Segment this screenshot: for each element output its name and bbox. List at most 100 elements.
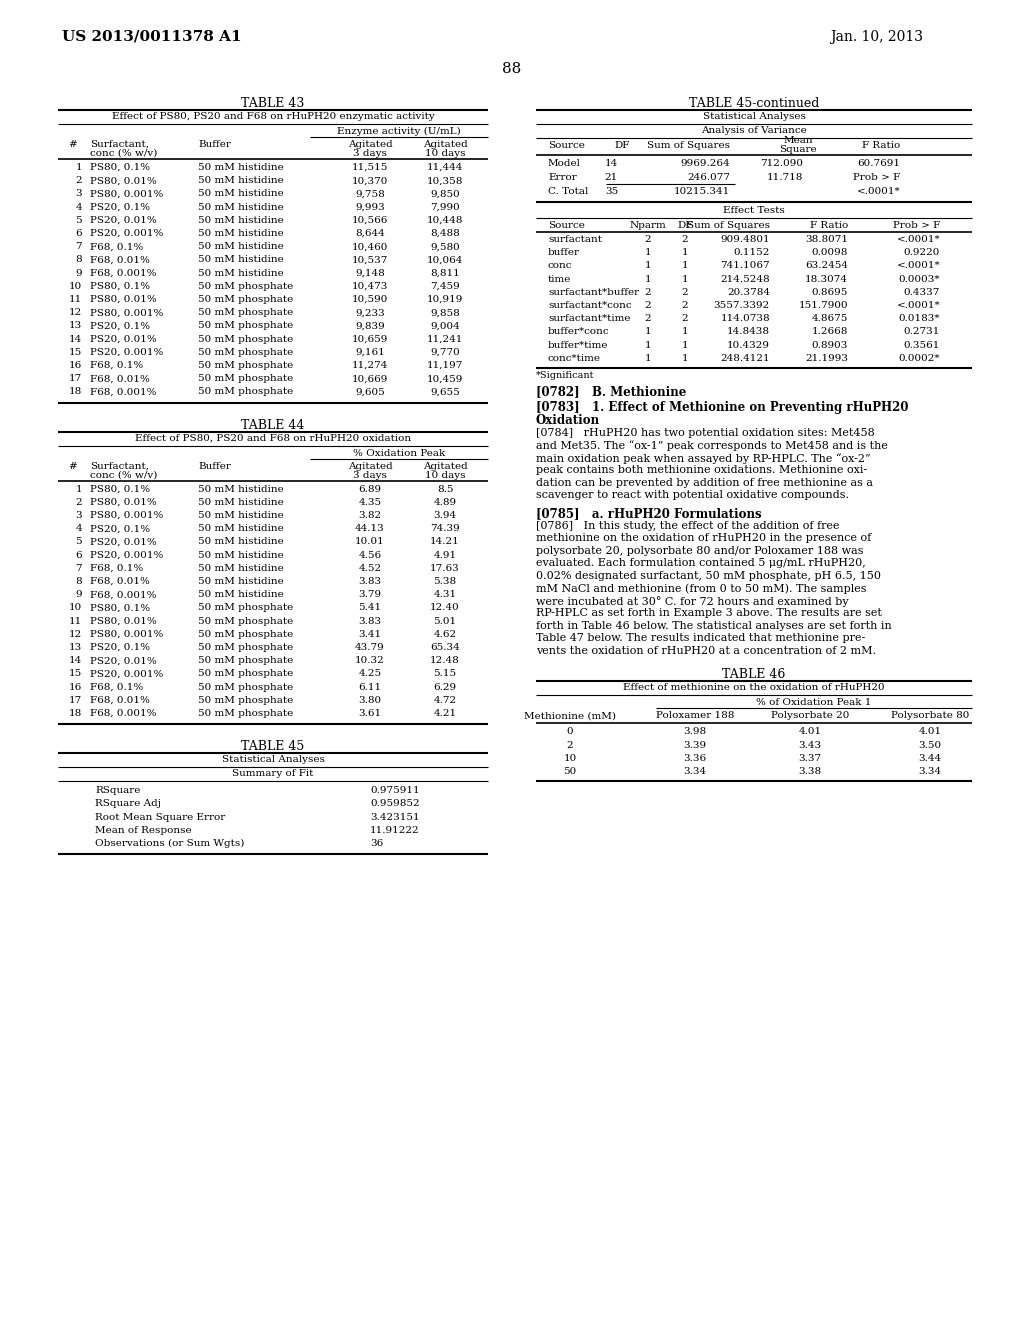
Text: 5.15: 5.15 (433, 669, 457, 678)
Text: 7,459: 7,459 (430, 281, 460, 290)
Text: 15: 15 (69, 347, 82, 356)
Text: 50 mM phosphate: 50 mM phosphate (198, 603, 293, 612)
Text: 50 mM histidine: 50 mM histidine (198, 524, 284, 533)
Text: 10,669: 10,669 (352, 374, 388, 383)
Text: <.0001*: <.0001* (896, 235, 940, 244)
Text: 3.61: 3.61 (358, 709, 382, 718)
Text: Agitated: Agitated (347, 140, 392, 149)
Text: Methionine (mM): Methionine (mM) (524, 711, 616, 721)
Text: 50 mM histidine: 50 mM histidine (198, 268, 284, 277)
Text: 2: 2 (76, 498, 82, 507)
Text: PS20, 0.1%: PS20, 0.1% (90, 524, 151, 533)
Text: 1: 1 (645, 275, 651, 284)
Text: 151.7900: 151.7900 (799, 301, 848, 310)
Text: 4.01: 4.01 (799, 727, 821, 737)
Text: conc (% w/v): conc (% w/v) (90, 471, 158, 479)
Text: Summary of Fit: Summary of Fit (232, 770, 313, 779)
Text: Poloxamer 188: Poloxamer 188 (655, 711, 734, 721)
Text: 248.4121: 248.4121 (720, 354, 770, 363)
Text: [0783]   1. Effect of Methionine on Preventing rHuPH20: [0783] 1. Effect of Methionine on Preven… (536, 401, 908, 414)
Text: Polysorbate 80: Polysorbate 80 (891, 711, 969, 721)
Text: 7: 7 (76, 564, 82, 573)
Text: 50 mM phosphate: 50 mM phosphate (198, 387, 293, 396)
Text: [0782]   B. Methionine: [0782] B. Methionine (536, 385, 686, 399)
Text: PS20, 0.1%: PS20, 0.1% (90, 321, 151, 330)
Text: PS80, 0.01%: PS80, 0.01% (90, 616, 157, 626)
Text: 4.72: 4.72 (433, 696, 457, 705)
Text: 1: 1 (682, 341, 688, 350)
Text: 9,858: 9,858 (430, 308, 460, 317)
Text: Mean of Response: Mean of Response (95, 826, 191, 834)
Text: PS80, 0.01%: PS80, 0.01% (90, 498, 157, 507)
Text: 4.21: 4.21 (433, 709, 457, 718)
Text: 8.5: 8.5 (437, 484, 454, 494)
Text: 3.41: 3.41 (358, 630, 382, 639)
Text: 50 mM phosphate: 50 mM phosphate (198, 334, 293, 343)
Text: 4.89: 4.89 (433, 498, 457, 507)
Text: Statistical Analyses: Statistical Analyses (221, 755, 325, 764)
Text: Jan. 10, 2013: Jan. 10, 2013 (830, 30, 923, 44)
Text: 60.7691: 60.7691 (857, 158, 900, 168)
Text: 11.718: 11.718 (767, 173, 803, 182)
Text: F Ratio: F Ratio (862, 141, 900, 150)
Text: 9,758: 9,758 (355, 189, 385, 198)
Text: 3.37: 3.37 (799, 754, 821, 763)
Text: 0.959852: 0.959852 (370, 800, 420, 808)
Text: 4.52: 4.52 (358, 564, 382, 573)
Text: 50 mM phosphate: 50 mM phosphate (198, 630, 293, 639)
Text: peak contains both methionine oxidations. Methionine oxi-: peak contains both methionine oxidations… (536, 466, 867, 475)
Text: 3.83: 3.83 (358, 616, 382, 626)
Text: 6.89: 6.89 (358, 484, 382, 494)
Text: main oxidation peak when assayed by RP-HPLC. The “ox-2”: main oxidation peak when assayed by RP-H… (536, 453, 870, 463)
Text: 0.02% designated surfactant, 50 mM phosphate, pH 6.5, 150: 0.02% designated surfactant, 50 mM phosp… (536, 572, 881, 581)
Text: 3.34: 3.34 (919, 767, 941, 776)
Text: PS20, 0.001%: PS20, 0.001% (90, 347, 164, 356)
Text: 50 mM histidine: 50 mM histidine (198, 255, 284, 264)
Text: 2: 2 (566, 741, 573, 750)
Text: 14.8438: 14.8438 (727, 327, 770, 337)
Text: 741.1067: 741.1067 (720, 261, 770, 271)
Text: 3.44: 3.44 (919, 754, 941, 763)
Text: Sum of Squares: Sum of Squares (647, 141, 730, 150)
Text: PS20, 0.001%: PS20, 0.001% (90, 228, 164, 238)
Text: 16: 16 (69, 682, 82, 692)
Text: 3.43: 3.43 (799, 741, 821, 750)
Text: 3.79: 3.79 (358, 590, 382, 599)
Text: PS80, 0.1%: PS80, 0.1% (90, 603, 151, 612)
Text: surfactant*conc: surfactant*conc (548, 301, 632, 310)
Text: 63.2454: 63.2454 (805, 261, 848, 271)
Text: Root Mean Square Error: Root Mean Square Error (95, 813, 225, 821)
Text: PS20, 0.1%: PS20, 0.1% (90, 202, 151, 211)
Text: 7,990: 7,990 (430, 202, 460, 211)
Text: Effect of PS80, PS20 and F68 on rHuPH20 enzymatic activity: Effect of PS80, PS20 and F68 on rHuPH20 … (112, 112, 434, 121)
Text: *Significant: *Significant (536, 371, 595, 380)
Text: TABLE 44: TABLE 44 (242, 418, 305, 432)
Text: 21.1993: 21.1993 (805, 354, 848, 363)
Text: F68, 0.1%: F68, 0.1% (90, 242, 143, 251)
Text: 6.29: 6.29 (433, 682, 457, 692)
Text: scavenger to react with potential oxidative compounds.: scavenger to react with potential oxidat… (536, 491, 849, 500)
Text: 10,659: 10,659 (352, 334, 388, 343)
Text: F68, 0.1%: F68, 0.1% (90, 564, 143, 573)
Text: 11: 11 (69, 616, 82, 626)
Text: 10: 10 (69, 603, 82, 612)
Text: 50 mM phosphate: 50 mM phosphate (198, 374, 293, 383)
Text: 8,644: 8,644 (355, 228, 385, 238)
Text: Source: Source (548, 141, 585, 150)
Text: 6.11: 6.11 (358, 682, 382, 692)
Text: 50 mM histidine: 50 mM histidine (198, 189, 284, 198)
Text: 4: 4 (76, 524, 82, 533)
Text: 50 mM phosphate: 50 mM phosphate (198, 321, 293, 330)
Text: 9,148: 9,148 (355, 268, 385, 277)
Text: 8,811: 8,811 (430, 268, 460, 277)
Text: PS20, 0.001%: PS20, 0.001% (90, 669, 164, 678)
Text: polysorbate 20, polysorbate 80 and/or Poloxamer 188 was: polysorbate 20, polysorbate 80 and/or Po… (536, 546, 863, 556)
Text: 4.35: 4.35 (358, 498, 382, 507)
Text: <.0001*: <.0001* (896, 261, 940, 271)
Text: F68, 0.01%: F68, 0.01% (90, 577, 150, 586)
Text: 0.975911: 0.975911 (370, 787, 420, 795)
Text: 214.5248: 214.5248 (720, 275, 770, 284)
Text: 13: 13 (69, 643, 82, 652)
Text: 3.50: 3.50 (919, 741, 941, 750)
Text: 3: 3 (76, 189, 82, 198)
